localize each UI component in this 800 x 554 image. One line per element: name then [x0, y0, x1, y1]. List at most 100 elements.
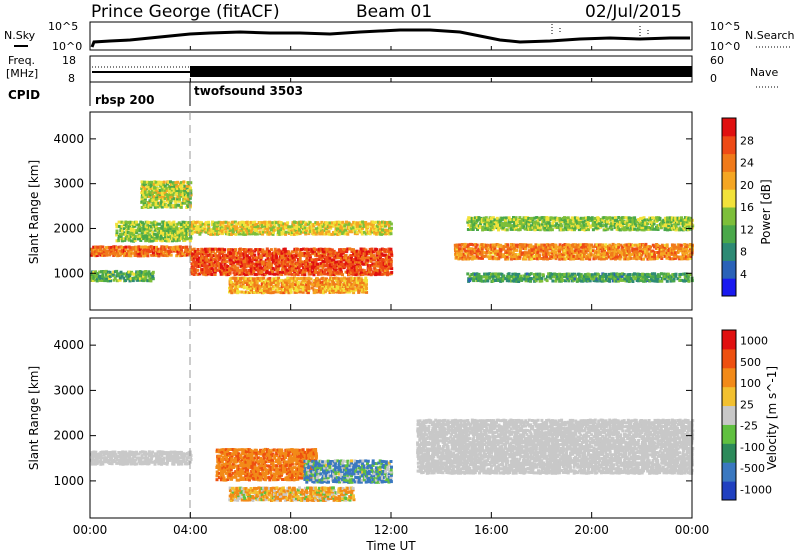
noise-tick-left-bottom: 10^0 — [52, 40, 82, 53]
power-cell — [466, 253, 470, 257]
power-cell — [300, 260, 304, 264]
power-cell — [207, 222, 211, 226]
power-cell — [604, 224, 608, 228]
power-cell — [249, 248, 253, 252]
power-cell — [282, 270, 286, 274]
power-cell — [556, 248, 560, 252]
power-cell — [563, 243, 567, 246]
power-cell — [649, 220, 653, 224]
power-cell — [618, 251, 622, 254]
power-cell — [292, 278, 296, 282]
power-cell — [470, 224, 474, 228]
power-cell — [146, 239, 150, 242]
power-cell — [561, 279, 565, 282]
power-cell — [512, 226, 515, 229]
power-cell — [129, 247, 133, 251]
power-cell — [340, 257, 343, 261]
power-cell — [518, 228, 522, 232]
power-cell — [683, 227, 687, 231]
power-cell — [288, 256, 292, 260]
power-cell — [556, 216, 560, 220]
power-cell — [269, 279, 273, 283]
power-cell — [192, 273, 196, 276]
power-cell — [262, 285, 266, 288]
power-cell — [233, 279, 237, 283]
power-cell — [255, 258, 258, 262]
power-cell — [378, 228, 382, 232]
power-cell — [192, 264, 196, 268]
power-cell — [115, 229, 119, 233]
power-cell — [210, 262, 214, 266]
power-cell — [128, 225, 131, 229]
power-cell — [119, 270, 123, 274]
power-cell — [237, 290, 241, 294]
power-cell — [607, 272, 611, 276]
power-cell — [475, 216, 479, 220]
power-cell — [504, 257, 508, 261]
power-cell — [481, 225, 485, 229]
power-cell — [376, 225, 380, 228]
power-cell — [216, 248, 220, 252]
power-cell — [456, 251, 459, 255]
power-cell — [179, 248, 183, 252]
power-cell — [290, 266, 294, 270]
power-cell — [595, 255, 599, 259]
power-cell — [491, 279, 495, 283]
power-cell — [365, 287, 368, 290]
power-cell — [515, 279, 519, 283]
power-cell — [455, 243, 459, 247]
power-cell — [590, 216, 594, 220]
power-cell — [142, 224, 146, 228]
power-cell — [321, 266, 325, 270]
power-cell — [325, 248, 329, 251]
power-cell — [533, 249, 537, 253]
power-cell — [362, 278, 366, 282]
power-cell — [597, 276, 601, 280]
power-cell — [276, 266, 280, 270]
power-cell — [506, 257, 510, 261]
power-cell — [324, 282, 328, 286]
power-cell — [143, 199, 147, 203]
power-cell — [144, 231, 148, 235]
power-cell — [550, 272, 554, 276]
power-cell — [172, 245, 176, 249]
power-cell — [466, 255, 470, 259]
power-cell — [240, 290, 244, 294]
power-cell — [225, 273, 229, 277]
power-cell — [233, 255, 237, 259]
power-cell — [504, 243, 508, 247]
power-cell — [468, 253, 472, 257]
power-cell — [524, 245, 527, 249]
power-cell — [624, 255, 628, 259]
power-cell — [201, 222, 205, 226]
power-cell — [242, 248, 246, 251]
power-cell — [142, 279, 146, 283]
power-cell — [289, 225, 293, 229]
power-cell — [240, 268, 244, 272]
power-cell — [557, 277, 561, 281]
power-cell — [285, 256, 289, 260]
power-cell — [305, 283, 309, 287]
power-cell — [676, 220, 680, 224]
power-cell — [642, 216, 646, 220]
power-cell — [348, 282, 352, 286]
power-cell — [563, 227, 567, 231]
power-cell — [179, 231, 183, 235]
power-cell — [689, 247, 692, 251]
power-cell — [196, 248, 200, 251]
power-cell — [267, 282, 271, 286]
power-cell — [660, 257, 664, 260]
power-cell — [341, 264, 345, 268]
power-cell — [162, 195, 166, 199]
power-cell — [576, 221, 580, 225]
power-cell — [200, 221, 203, 225]
power-cell — [544, 257, 548, 261]
power-cell — [253, 266, 257, 270]
power-cell — [565, 221, 569, 225]
power-cell — [457, 257, 461, 261]
power-cell — [377, 220, 380, 224]
power-cell — [311, 250, 315, 254]
power-cell — [527, 255, 531, 259]
power-cell — [317, 281, 321, 285]
power-cell — [353, 232, 357, 236]
